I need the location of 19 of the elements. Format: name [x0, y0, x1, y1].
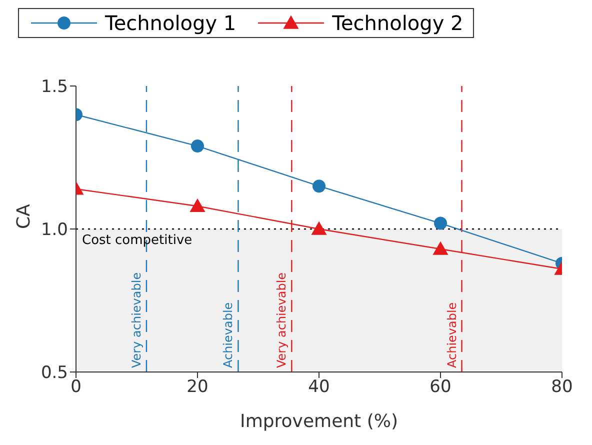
legend-label: Technology 2: [332, 11, 464, 35]
legend-label: Technology 1: [105, 11, 236, 35]
x-axis-title: Improvement (%): [240, 411, 398, 432]
y-tick-label: 0.5: [40, 363, 68, 384]
point: [312, 180, 326, 193]
ref-line-label: Very achievable: [129, 272, 144, 368]
point: [311, 221, 327, 235]
x-tick-label: 40: [308, 377, 330, 398]
y-tick-label: 1.0: [40, 220, 68, 240]
y-tick-label: 1.5: [40, 77, 68, 98]
ref-line-label: Achievable: [221, 302, 236, 368]
x-tick-label: 0: [70, 377, 82, 398]
band-label: Cost competitive: [82, 233, 192, 248]
x-tick-label: 80: [551, 377, 573, 398]
x-tick-label: 20: [186, 377, 208, 398]
ref-line-label: Very achievable: [274, 272, 289, 368]
x-tick-label: 60: [430, 377, 452, 398]
y-axis-title: CA: [13, 203, 34, 229]
ref-line-label: Achievable: [444, 302, 459, 368]
